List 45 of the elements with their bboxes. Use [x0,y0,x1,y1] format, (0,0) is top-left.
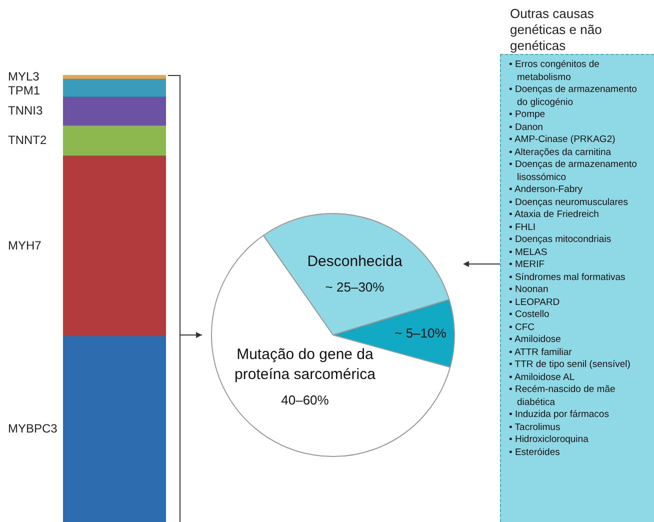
text: • Doenças neuromusculares [509,196,629,209]
text: • Esteróides [509,446,561,459]
text: • CFC [509,322,536,334]
text: • Tacrolimus [509,422,562,434]
text: • TTR de tipo senil (sensível) [509,359,632,372]
text: • Amiloidose [509,334,562,346]
slice-label: Mutação do gene da proteína sarcomérica [234,346,376,383]
bar [63,336,166,522]
series-label: MYL3 [8,69,40,84]
text: • MERIF [509,259,546,272]
text: ~ 25–30% [325,279,385,294]
text: • FHLI [509,222,537,234]
text: • AMP-Cinase (PRKAG2) [509,134,616,146]
series-label: TPM1 [8,83,40,98]
text: 40–60% [281,392,330,408]
text: • Doenças de armazenamento lisossómico [509,159,638,184]
text: Outras causas genéticas e não genéticas [510,6,603,54]
text: • Danon [509,122,544,134]
text: • ATTR familiar [509,346,573,359]
text: • Noonan [509,284,550,296]
text: • Amiloidose AL [509,372,576,384]
series-label: MYH7 [8,238,42,252]
series-label: MYBPC3 [8,421,58,436]
text: • MELAS [509,246,548,259]
text: • Ataxia de Friedreich [509,209,600,222]
series-label: TNNT2 [8,133,47,148]
bar [63,78,166,98]
text: • Pompe [509,109,546,122]
text: • Doenças mitocondriais [509,234,612,246]
text: • Hidroxicloroquina [509,434,590,446]
text: • Costello [509,309,550,322]
text: ~ 5–10% [394,325,447,340]
text: • Alterações da carnitina [509,146,612,159]
slice-label: Desconhecida [307,252,403,270]
bar [63,96,166,126]
series-label: TNNI3 [8,104,43,118]
text: • Recém-nascido de mãe diabética [509,384,616,409]
text: • LEOPARD [509,296,561,309]
text: • Erros congénitos de metabolismo [509,59,600,84]
text: • Doenças de armazenamento do glicogénio [509,84,638,109]
bar [63,156,166,336]
text: • Anderson-Fabry [509,184,584,196]
text: • Síndromes mal formativas [509,272,626,284]
text: • Induzida por fármacos [509,409,610,422]
bar [63,126,166,156]
